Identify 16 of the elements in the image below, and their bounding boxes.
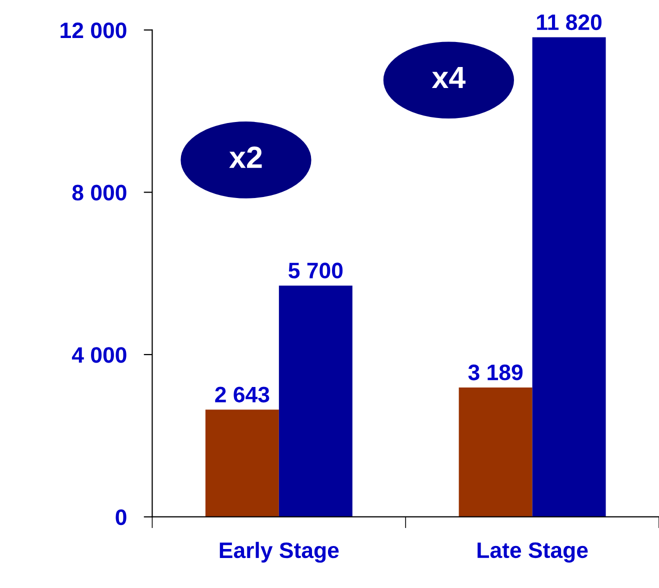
data-label: 11 820 [537, 14, 602, 30]
x-tick-label: Early Stage [220, 542, 339, 563]
annotation: x4 [432, 67, 466, 88]
annotation: x2 [229, 146, 262, 168]
y-tick-label: 12 000 [60, 22, 126, 38]
y-tick-label: 8 000 [72, 184, 126, 201]
data-label: 5 700 [288, 262, 343, 278]
data-label: 2 643 [215, 386, 270, 402]
data-label: 3 189 [468, 364, 523, 380]
y-tick-label: 4 000 [72, 347, 126, 363]
bar [278, 286, 352, 517]
x-tick-label: Late Stage [478, 542, 588, 563]
y-tick-label: 0 [116, 509, 126, 526]
bar [458, 387, 532, 517]
bar [532, 37, 606, 517]
bar [205, 410, 279, 517]
